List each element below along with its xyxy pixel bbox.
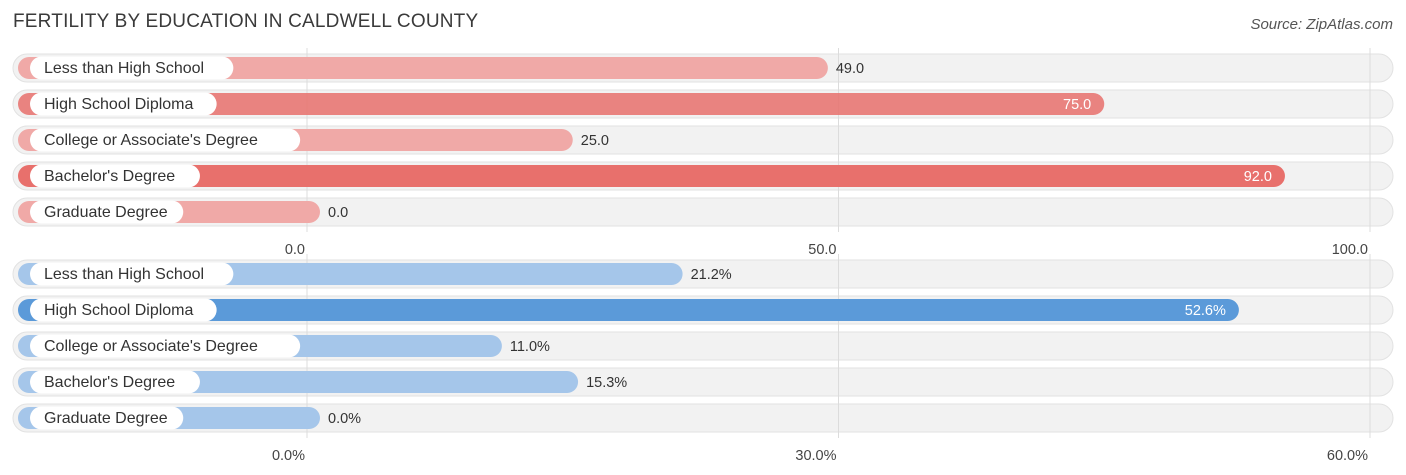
bar-track [12,403,1394,433]
value-label: 21.2% [691,267,732,283]
x-tick-label: 30.0% [795,448,836,464]
category-label: Bachelor's Degree [44,168,175,185]
category-label-pill [30,92,217,116]
bar-high-school-diploma [18,299,1239,321]
value-label: 25.0 [581,133,609,149]
bar-high-school-diploma [18,93,1105,115]
value-label: 15.3% [586,375,627,391]
x-tick-label: 0.0% [272,448,305,464]
category-label-pill [30,200,184,224]
category-label: Graduate Degree [44,204,168,221]
value-label: 11.0% [510,339,550,355]
source-label: Source: ZipAtlas.com [1250,16,1393,33]
value-label: 75.0 [1063,97,1091,113]
category-label: High School Diploma [44,96,194,113]
x-tick-label: 0.0 [285,242,305,258]
bar-bachelor-s-degree [18,165,1285,187]
category-label-pill [30,334,301,358]
value-label: 49.0 [836,61,864,77]
category-label-pill [30,128,301,152]
fertility-percent-panel: 0.0% 30.0% 60.0% Less than High School 21.2%… [12,254,1394,464]
category-label: Less than High School [44,60,204,77]
x-tick-label: 100.0 [1332,242,1368,258]
value-label: 0.0% [328,411,361,427]
category-label-pill [30,298,217,322]
category-label-pill [30,262,234,286]
category-label-pill [30,370,200,394]
category-label: Bachelor's Degree [44,374,175,391]
x-tick-label: 60.0% [1327,448,1368,464]
value-label: 0.0 [328,205,348,221]
category-label-pill [30,406,184,430]
chart-title: FERTILITY BY EDUCATION IN CALDWELL COUNT… [13,11,479,32]
category-label: College or Associate's Degree [44,338,258,355]
value-label: 92.0 [1244,169,1272,185]
category-label: College or Associate's Degree [44,132,258,149]
x-tick-label: 50.0 [808,242,836,258]
value-label: 52.6% [1185,303,1226,319]
category-label: Less than High School [44,266,204,283]
category-label: High School Diploma [44,302,194,319]
category-label-pill [30,164,200,188]
fertility-rate-panel: 0.0 50.0 100.0 Less than High School 49.0 Hig… [12,48,1394,258]
bar-track [12,197,1394,227]
category-label: Graduate Degree [44,410,168,427]
category-label-pill [30,56,234,80]
